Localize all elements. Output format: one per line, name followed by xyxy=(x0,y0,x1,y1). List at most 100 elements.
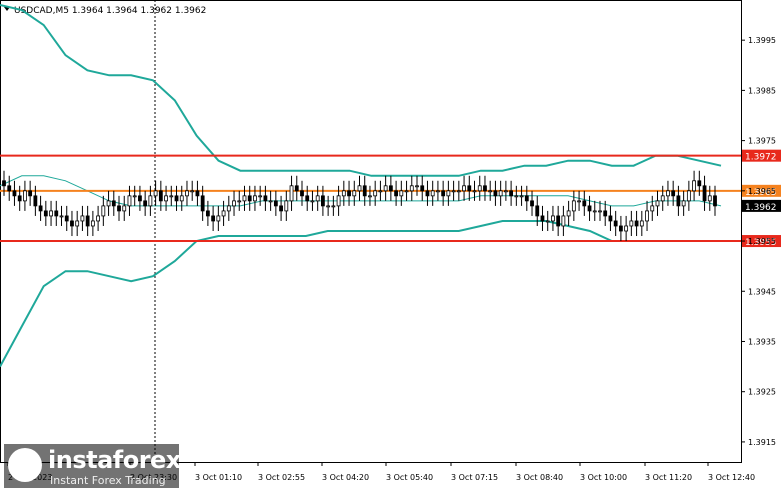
candle-body xyxy=(666,190,670,197)
candle-body xyxy=(639,220,644,227)
candle-body xyxy=(530,200,534,207)
candle-body xyxy=(258,195,263,198)
candle-body xyxy=(138,195,142,202)
candle-body xyxy=(101,205,106,217)
candle-body xyxy=(185,190,189,197)
candle-body xyxy=(598,210,602,213)
candle-body xyxy=(582,200,587,207)
candle-body xyxy=(90,220,95,227)
candle-body xyxy=(362,185,367,197)
x-tick-label: 3 Oct 04:20 xyxy=(322,473,369,482)
candle-body xyxy=(551,215,555,222)
candle-body xyxy=(237,200,242,203)
candle-body xyxy=(399,190,404,197)
candle-body xyxy=(692,180,696,192)
y-tick-label: 1.3965 xyxy=(748,187,776,196)
candle-body xyxy=(347,190,351,197)
candle-body xyxy=(205,210,210,217)
x-tick-label: 3 Oct 12:40 xyxy=(708,473,755,482)
candle-body xyxy=(697,180,702,187)
candle-body xyxy=(263,195,268,202)
candle-body xyxy=(200,195,205,212)
candle-body xyxy=(702,185,707,202)
candle-body xyxy=(153,190,158,197)
candle-body xyxy=(54,210,59,217)
candle-body xyxy=(216,215,221,222)
candle-body xyxy=(23,190,27,202)
candle-body xyxy=(634,220,639,227)
candle-body xyxy=(556,215,561,227)
watermark: instaforex Instant Forex Trading xyxy=(4,444,181,488)
level-tag-2 xyxy=(742,235,781,248)
candle-body xyxy=(242,195,247,202)
candle-body xyxy=(64,215,69,222)
candle-body xyxy=(577,200,581,203)
candle-body xyxy=(143,200,148,207)
candle-body xyxy=(394,190,398,197)
candle-body xyxy=(587,205,592,212)
plot-frame xyxy=(0,0,742,463)
candle-body xyxy=(650,205,655,212)
candle-body xyxy=(273,200,278,207)
candle-body xyxy=(618,225,623,232)
candle-body xyxy=(566,210,571,217)
candle-body xyxy=(545,220,550,223)
candle-body xyxy=(127,195,132,207)
candle-body xyxy=(660,195,665,202)
candle-body xyxy=(284,200,289,212)
candle-body xyxy=(169,195,174,198)
y-tick-label: 1.3935 xyxy=(748,337,776,346)
candle-body xyxy=(336,195,341,207)
y-tick-label: 1.3915 xyxy=(748,438,776,447)
y-tick-label: 1.3975 xyxy=(748,137,776,146)
candle-body xyxy=(509,190,514,197)
x-tick-label: 3 Oct 05:40 xyxy=(386,473,433,482)
candle-body xyxy=(462,185,466,192)
candle-body xyxy=(388,185,393,192)
watermark-tagline: Instant Forex Trading xyxy=(50,474,166,487)
candle-body xyxy=(49,210,53,217)
band-upper-line xyxy=(0,4,722,177)
candle-body xyxy=(420,185,425,192)
candle-body xyxy=(315,195,320,202)
candle-body xyxy=(713,195,717,207)
candle-body xyxy=(122,205,127,212)
candle-body xyxy=(404,190,409,193)
candle-body xyxy=(707,195,712,202)
candle-body xyxy=(467,185,472,192)
level-tag-1 xyxy=(742,184,781,197)
candle-body xyxy=(425,190,430,197)
candle-body xyxy=(503,190,508,193)
candle-body xyxy=(2,180,6,187)
candle-body xyxy=(676,195,681,207)
candle-body xyxy=(106,200,111,207)
candle-body xyxy=(148,195,153,207)
candle-body xyxy=(294,185,299,192)
x-tick-label: 3 Oct 08:40 xyxy=(516,473,563,482)
candle-body xyxy=(681,200,686,207)
current-price-tag xyxy=(742,199,781,212)
candle-body xyxy=(38,205,43,212)
level-label-2: 1.3955 xyxy=(745,238,777,248)
candle-body xyxy=(451,190,456,193)
candle-body xyxy=(117,205,121,212)
candle-body xyxy=(488,190,493,193)
candle-body xyxy=(373,190,378,197)
instaforex-logo-icon xyxy=(8,448,42,482)
candle-body xyxy=(436,190,440,193)
candle-body xyxy=(7,185,12,192)
candle-body xyxy=(289,185,294,202)
candle-body xyxy=(190,190,195,193)
candle-body xyxy=(561,215,566,227)
chart-title: USDCAD,M5 1.3964 1.3964 1.3962 1.3962 xyxy=(14,6,206,16)
candle-body xyxy=(158,190,163,202)
current-price-label: 1.3962 xyxy=(745,203,777,213)
candle-body xyxy=(535,205,540,217)
candle-body xyxy=(671,190,676,197)
candle-body xyxy=(629,220,634,227)
x-tick-label: 3 Oct 10:00 xyxy=(580,473,627,482)
candle-body xyxy=(441,190,446,197)
candle-body xyxy=(321,195,325,207)
